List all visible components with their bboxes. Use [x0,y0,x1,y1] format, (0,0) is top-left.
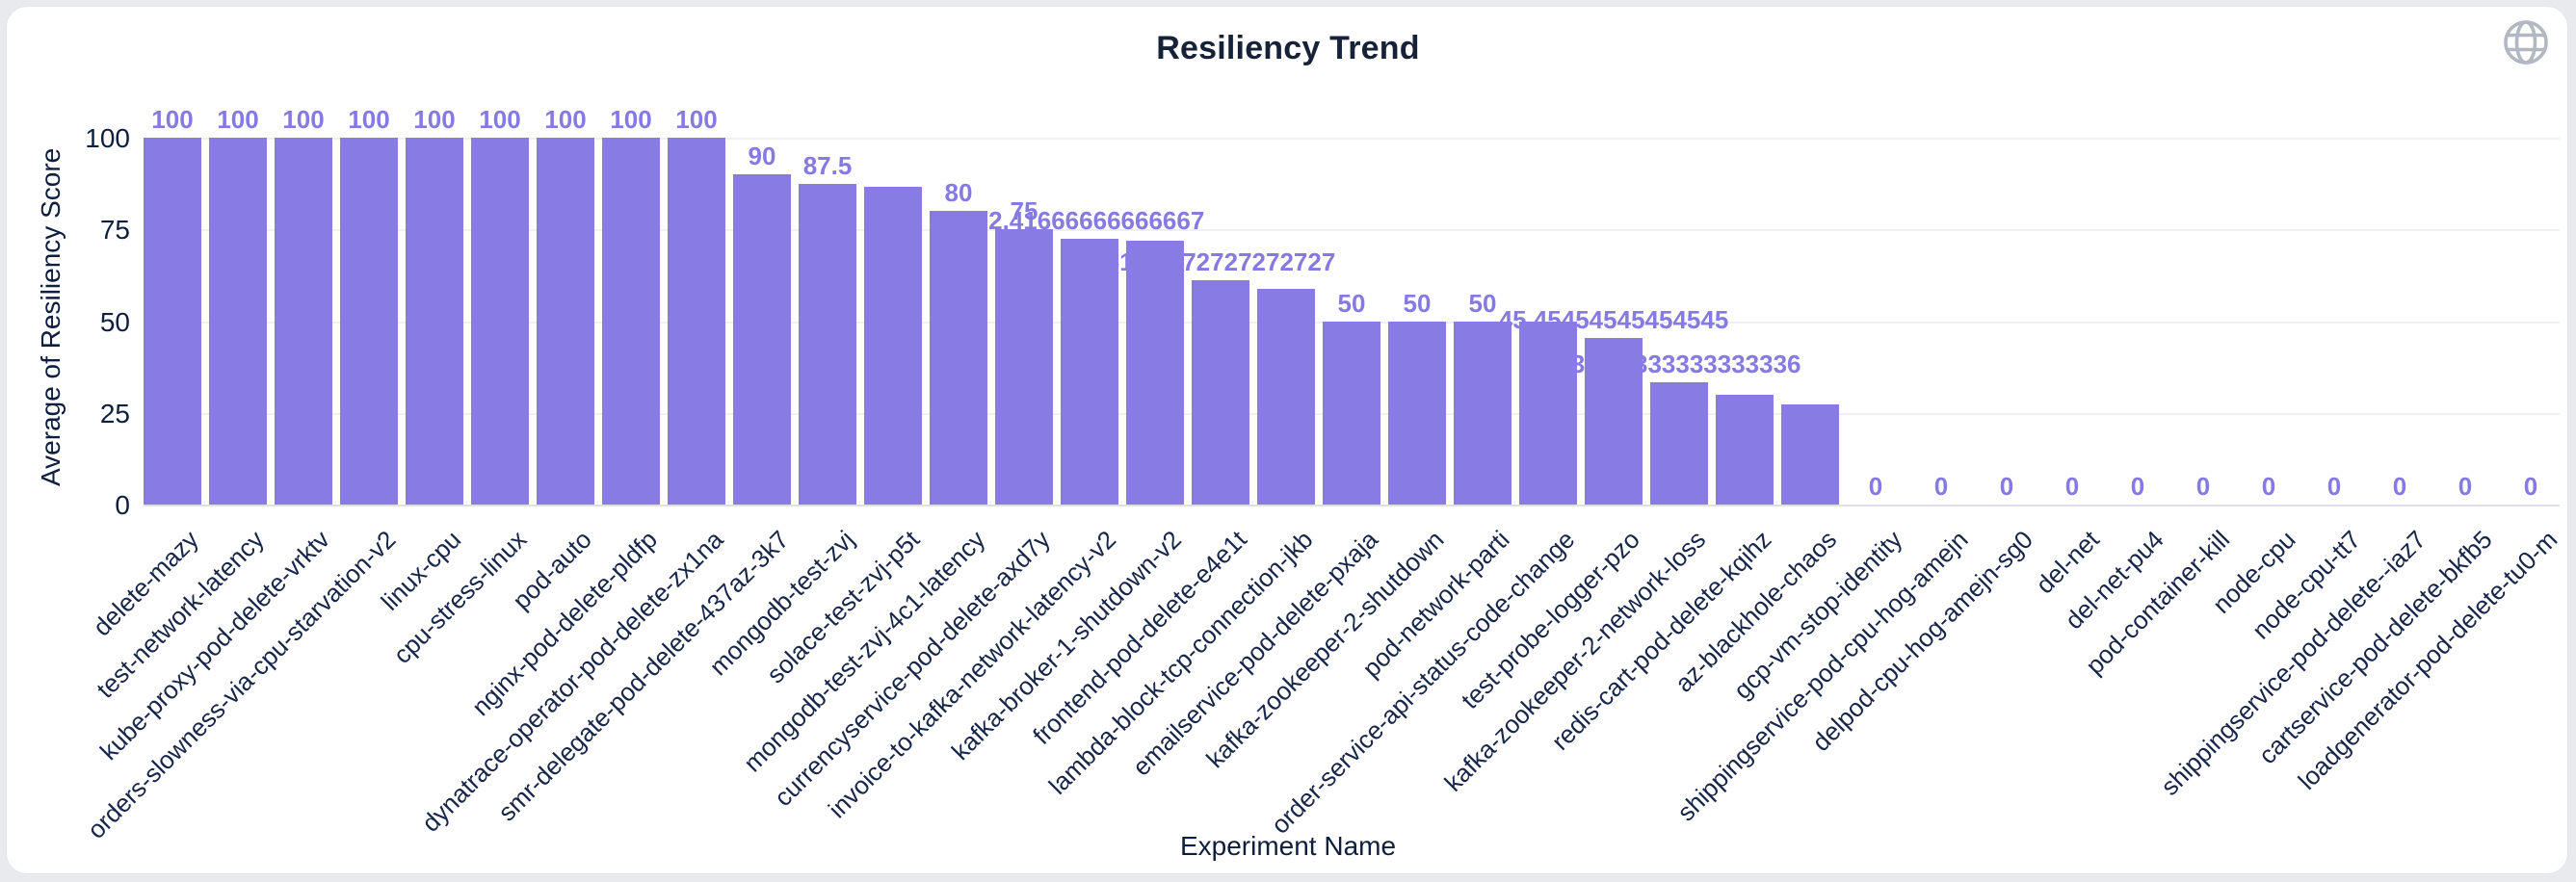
bar-value-label: 50 [1337,288,1366,318]
bar-kafka-zookeeper-2-network-loss[interactable] [1650,382,1708,505]
x-axis-title: Experiment Name [1179,831,1397,861]
bar-dynatrace-operator-pod-delete-zx1na[interactable] [668,138,725,505]
bar-currencyservice-pod-delete-axd7y[interactable] [995,229,1053,505]
bar-pod-auto[interactable] [537,138,594,505]
bar-mongodb-test-zvj-4c1-latency[interactable] [930,211,987,505]
bar-value-label: 100 [413,105,456,134]
bar-value-label: 0 [1933,472,1949,501]
bar-orders-slowness-via-cpu-starvation-v2[interactable] [340,138,398,505]
bar-value-label: 50 [1468,288,1497,318]
globe-icon[interactable] [2502,18,2550,66]
bar-value-label: 100 [348,105,390,134]
bar-redis-cart-pod-delete-kqihz[interactable] [1716,394,1774,505]
bar-lambda-block-tcp-connection-jkb[interactable] [1257,288,1315,505]
bar-value-label: 0 [2130,472,2145,501]
bar-value-label: 80 [944,178,973,208]
bar-value-label: 0 [1868,472,1883,501]
y-tick-50: 50 [99,306,130,337]
bar-az-blackhole-chaos[interactable] [1781,403,1839,505]
x-axis-line [144,505,2560,506]
bar-solace-test-zvj-p5t[interactable] [864,187,922,505]
bar-kafka-broker-1-shutdown-v2[interactable] [1126,240,1184,505]
bar-pod-network-parti[interactable] [1454,321,1511,505]
bar-linux-cpu[interactable] [406,138,463,505]
bar-smr-delegate-pod-delete-437az-3k7[interactable] [733,174,791,505]
bar-mongodb-test-zvj[interactable] [799,183,856,505]
bar-cpu-stress-linux[interactable] [471,138,529,505]
bar-kube-proxy-pod-delete-vrktv[interactable] [275,138,332,505]
y-tick-100: 100 [85,123,130,153]
bar-value-label: 100 [544,105,587,134]
bar-value-label: 100 [217,105,259,134]
bar-test-probe-logger-pzo[interactable] [1585,337,1643,505]
bar-value-label: 0 [2392,472,2407,501]
bar-value-label: 0 [2064,472,2080,501]
bar-nginx-pod-delete-pldfp[interactable] [602,138,660,505]
bar-value-label: 50 [1403,288,1432,318]
bar-value-label: 75 [1010,196,1038,226]
y-tick-25: 25 [99,398,130,428]
bar-test-network-latency[interactable] [209,138,267,505]
bar-value-label: 100 [282,105,325,134]
bar-kafka-zookeeper-2-shutdown[interactable] [1388,321,1446,505]
bar-value-label: 100 [151,105,194,134]
bar-value-label: 0 [2458,472,2473,501]
bar-value-label: 100 [479,105,521,134]
bar-value-label: 0 [1999,472,2014,501]
resiliency-trend-card: Resiliency Trend Average of Resiliency S… [6,6,2568,874]
y-tick-75: 75 [99,215,130,246]
gridline-100 [144,138,2560,140]
bar-value-label: 0 [2523,472,2538,501]
chart-title: Resiliency Trend [1156,30,1420,66]
bar-order-service-api-status-code-change[interactable] [1519,321,1577,505]
bar-value-label: 90 [748,142,776,171]
y-tick-0: 0 [115,490,130,520]
bar-frontend-pod-delete-e4e1t[interactable] [1192,279,1249,505]
bar-value-label: 87.5 [802,150,853,180]
bar-value-label: 0 [2261,472,2276,501]
bar-invoice-to-kafka-network-latency-v2[interactable] [1061,239,1118,505]
gridline-75 [144,229,2560,232]
bar-value-label: 0 [2195,472,2211,501]
bar-delete-mazy[interactable] [144,138,201,505]
bar-emailservice-pod-delete-pxaja[interactable] [1323,321,1380,505]
bar-value-label: 0 [2326,472,2342,501]
bar-value-label: 100 [610,105,652,134]
bar-value-label: 100 [675,105,718,134]
